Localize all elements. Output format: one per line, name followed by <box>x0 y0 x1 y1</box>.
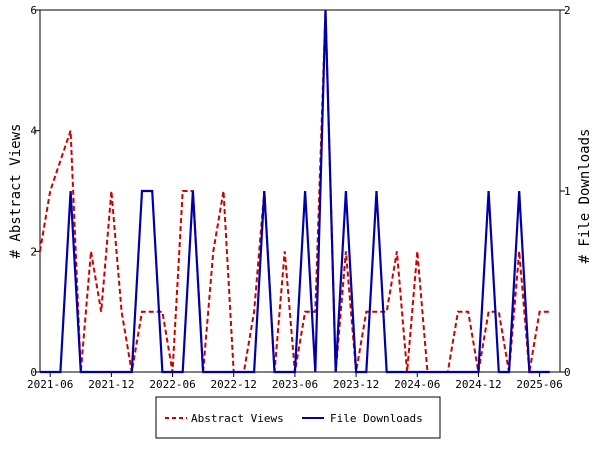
x-tick-label: 2021-06 <box>27 378 73 391</box>
left-y-axis: 0 2 4 6 <box>30 4 40 379</box>
legend-label-file-downloads: File Downloads <box>330 412 423 425</box>
left-axis-title: # Abstract Views <box>8 124 24 259</box>
x-tick-label: 2024-12 <box>455 378 501 391</box>
x-tick-label: 2023-06 <box>272 378 318 391</box>
x-tick-label: 2022-12 <box>211 378 257 391</box>
legend-label-abstract-views: Abstract Views <box>191 412 284 425</box>
x-axis: 2021-06 2021-12 2022-06 2022-12 2023-06 2023-… <box>27 372 563 391</box>
x-tick-label: 2022-06 <box>149 378 195 391</box>
right-y-tick-label: 2 <box>564 4 571 17</box>
right-axis-title: # File Downloads <box>577 129 593 264</box>
x-tick-label: 2025-06 <box>516 378 562 391</box>
left-y-tick-label: 0 <box>30 366 37 379</box>
series-layer <box>39 9 550 374</box>
left-y-tick-label: 2 <box>30 245 37 258</box>
right-y-tick-label: 0 <box>564 366 571 379</box>
legend: Abstract Views File Downloads <box>155 396 441 439</box>
legend-box <box>155 396 441 439</box>
plot-area <box>39 9 561 373</box>
x-tick-label: 2023-12 <box>333 378 379 391</box>
x-tick-label: 2021-12 <box>88 378 134 391</box>
right-y-tick-label: 1 <box>564 185 571 198</box>
left-y-tick-label: 6 <box>30 4 37 17</box>
x-tick-label: 2024-06 <box>394 378 440 391</box>
left-y-tick-label: 4 <box>30 125 37 138</box>
series-line-file-downloads <box>40 9 550 374</box>
right-y-axis: 0 1 2 <box>560 4 571 379</box>
